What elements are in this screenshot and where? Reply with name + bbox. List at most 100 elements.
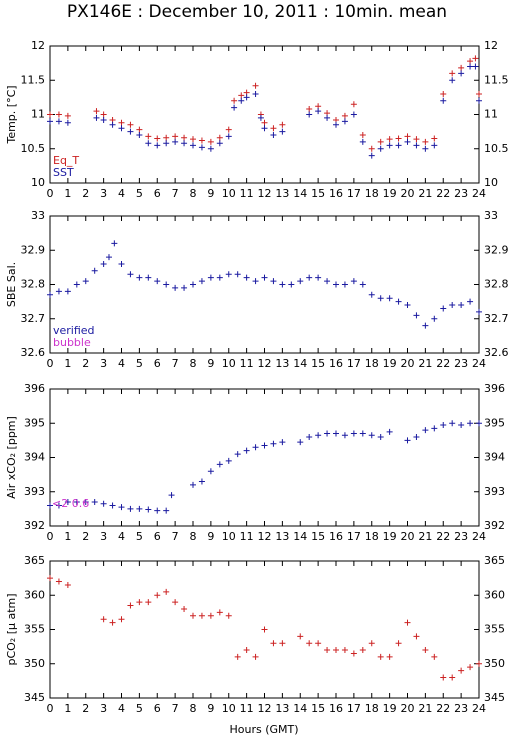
data-point <box>252 653 259 660</box>
y-tick-label: 11.5 <box>484 73 509 86</box>
data-point <box>368 145 375 152</box>
data-point <box>270 278 277 285</box>
data-point <box>440 421 447 428</box>
data-point <box>279 128 286 135</box>
x-tick-label: 3 <box>100 530 107 543</box>
data-point <box>422 145 429 152</box>
x-tick-label: 22 <box>436 187 450 200</box>
data-point <box>261 626 268 633</box>
data-point <box>181 284 188 291</box>
x-tick-label: 7 <box>172 530 179 543</box>
data-point <box>64 112 71 119</box>
data-point <box>257 114 264 121</box>
data-point <box>234 653 241 660</box>
data-point <box>333 281 339 288</box>
data-point <box>440 674 447 681</box>
data-point <box>109 502 116 509</box>
data-point <box>93 108 100 115</box>
x-tick-label: 3 <box>100 357 107 370</box>
data-point <box>261 119 268 126</box>
x-tick-label: 12 <box>258 357 272 370</box>
data-point <box>225 133 232 140</box>
x-tick-label: 16 <box>329 187 343 200</box>
y-tick-label: 32.9 <box>484 243 509 256</box>
data-point <box>440 97 447 104</box>
data-point <box>64 499 71 506</box>
data-point <box>359 132 366 139</box>
data-point <box>333 121 339 128</box>
data-point <box>440 90 447 97</box>
y-tick-label: 395 <box>24 416 45 429</box>
x-tick-label: 6 <box>154 187 161 200</box>
x-tick-label: 20 <box>401 702 415 715</box>
x-tick-label: 20 <box>401 530 415 543</box>
data-point <box>111 240 118 247</box>
data-point <box>225 126 232 133</box>
x-tick-label: 4 <box>118 187 125 200</box>
data-point <box>109 121 116 128</box>
data-point <box>315 432 322 439</box>
data-point <box>297 633 304 640</box>
data-point <box>118 616 125 623</box>
data-point <box>64 119 71 126</box>
data-point <box>198 612 205 619</box>
y-axis-label: Temp. [°C] <box>5 85 18 144</box>
data-point <box>190 612 196 619</box>
data-point <box>82 278 89 285</box>
data-point <box>341 432 348 439</box>
data-point <box>100 260 107 267</box>
data-point <box>234 451 241 458</box>
x-tick-label: 11 <box>240 530 254 543</box>
x-tick-label: 4 <box>118 702 125 715</box>
x-tick-label: 14 <box>293 530 307 543</box>
chart-title: PX146E : December 10, 2011 : 10min. mean <box>67 2 447 22</box>
data-point <box>172 138 179 145</box>
data-point <box>413 312 420 319</box>
data-point <box>341 281 348 288</box>
data-point <box>333 430 339 437</box>
x-tick-label: 23 <box>454 530 468 543</box>
x-tick-label: 13 <box>275 530 289 543</box>
data-point <box>431 653 438 660</box>
x-tick-label: 22 <box>436 357 450 370</box>
data-point <box>163 140 170 147</box>
data-point <box>306 640 313 647</box>
data-point <box>243 447 250 454</box>
data-point <box>198 137 205 144</box>
data-point <box>467 298 474 305</box>
data-point <box>261 442 268 449</box>
x-tick-label: 15 <box>311 357 325 370</box>
data-point <box>261 274 268 281</box>
data-point <box>136 126 143 133</box>
x-tick-label: 14 <box>293 187 307 200</box>
data-point <box>359 647 366 654</box>
data-point <box>163 588 170 595</box>
x-tick-label: 0 <box>47 187 54 200</box>
x-axis-label: Hours (GMT) <box>229 723 298 736</box>
data-point <box>190 481 196 488</box>
x-tick-label: 15 <box>311 702 325 715</box>
y-tick-label: 393 <box>24 485 45 498</box>
data-point <box>341 112 348 119</box>
data-point <box>449 420 456 427</box>
data-point <box>190 281 196 288</box>
x-tick-label: 2 <box>82 357 89 370</box>
data-point <box>172 133 179 140</box>
data-point <box>216 134 223 141</box>
data-point <box>198 278 205 285</box>
x-tick-label: 5 <box>136 530 143 543</box>
data-point <box>422 427 429 434</box>
data-point <box>404 138 411 145</box>
x-tick-label: 17 <box>347 357 361 370</box>
data-point <box>431 142 438 149</box>
data-point <box>47 118 53 125</box>
data-point <box>431 315 438 322</box>
data-point <box>422 647 429 654</box>
x-tick-label: 6 <box>154 357 161 370</box>
data-point <box>181 140 188 147</box>
data-point <box>216 461 223 468</box>
y-tick-label: 12 <box>484 39 498 52</box>
data-point <box>243 94 250 101</box>
x-tick-label: 10 <box>222 702 236 715</box>
data-point <box>324 278 331 285</box>
